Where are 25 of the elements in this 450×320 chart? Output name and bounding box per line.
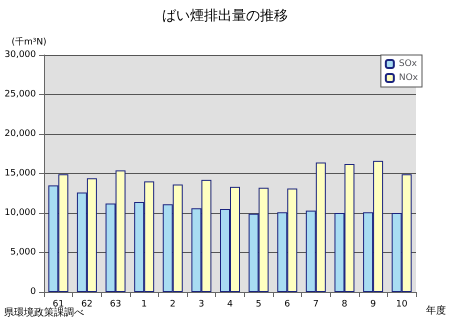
y-axis-title: (千m³N) <box>11 36 47 48</box>
y-tick-label: 20,000 <box>4 129 36 139</box>
x-tick-label: 63 <box>110 300 122 310</box>
y-tick-label: 10,000 <box>4 208 36 218</box>
x-tick-label: 2 <box>170 300 176 310</box>
x-axis-title: 年度 <box>426 304 446 316</box>
x-tick-label: 3 <box>198 300 204 310</box>
x-tick-label: 1 <box>141 300 148 310</box>
legend-label: SOx <box>398 59 418 69</box>
x-tick-label: 7 <box>312 300 319 310</box>
y-tick-label: 15,000 <box>4 168 36 178</box>
x-tick-label: 4 <box>227 300 234 310</box>
y-tick-label: 25,000 <box>4 90 36 100</box>
y-tick-label: 0 <box>30 287 36 297</box>
x-tick-label: 6 <box>284 300 290 310</box>
y-tick-label: 30,000 <box>4 50 36 60</box>
legend-label: NOx <box>398 73 419 83</box>
y-tick-label: 5,000 <box>10 248 36 258</box>
x-tick-label: 8 <box>342 300 348 310</box>
x-tick-label: 9 <box>370 300 376 310</box>
text: 県環境政策課調べ <box>4 306 84 318</box>
x-tick-label: 10 <box>396 300 408 310</box>
x-tick-label: 62 <box>81 300 93 310</box>
chart-title: ばい煙排出量の推移 <box>162 8 288 24</box>
x-tick-label: 5 <box>256 300 262 310</box>
